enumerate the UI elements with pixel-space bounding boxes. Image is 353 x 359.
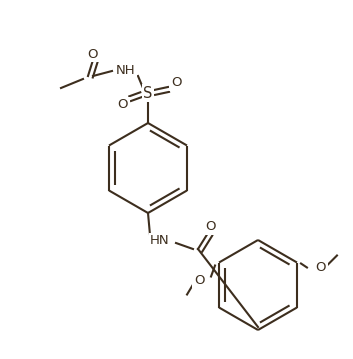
Text: O: O — [171, 76, 181, 89]
Text: O: O — [194, 274, 204, 287]
Text: S: S — [143, 85, 153, 101]
Text: HN: HN — [150, 234, 170, 247]
Text: O: O — [118, 98, 128, 112]
Text: O: O — [88, 47, 98, 61]
Text: NH: NH — [116, 65, 136, 78]
Text: O: O — [205, 220, 215, 233]
Text: O: O — [316, 261, 326, 274]
